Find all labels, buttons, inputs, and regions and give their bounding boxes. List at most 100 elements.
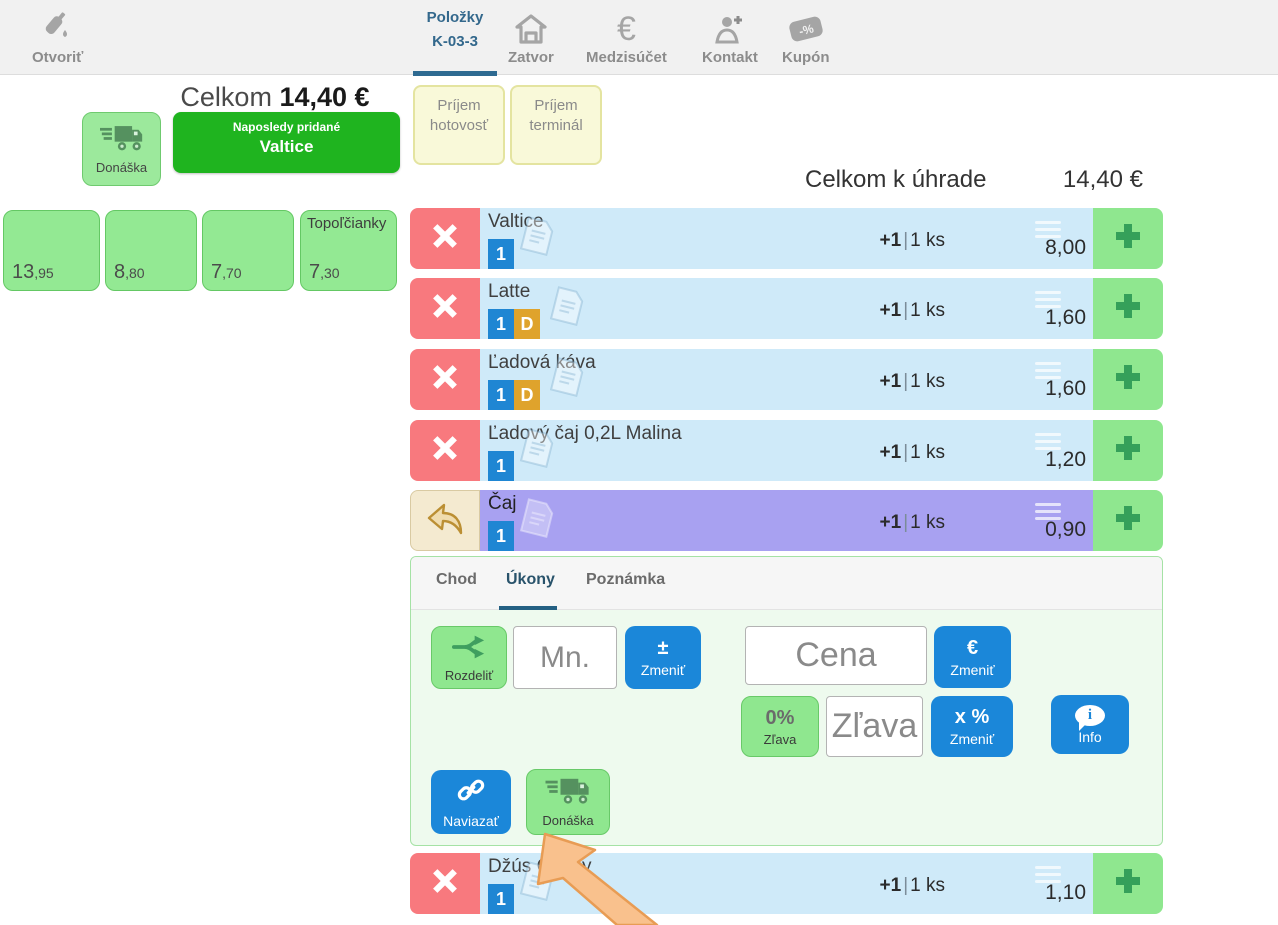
order-total: Celkom 14,40 € xyxy=(150,82,400,113)
tile-name xyxy=(203,211,293,215)
link-button[interactable]: Naviazať xyxy=(431,770,511,834)
receive-cash-button[interactable]: Príjem hotovosť xyxy=(413,85,505,165)
tab-actions[interactable]: Úkony xyxy=(506,571,555,588)
note-paper-icon xyxy=(547,285,586,332)
drag-handle-icon[interactable] xyxy=(1035,362,1061,379)
drag-handle-icon[interactable] xyxy=(1035,433,1061,450)
home-icon xyxy=(514,12,548,46)
plus-icon xyxy=(1116,436,1140,465)
delete-item-button[interactable] xyxy=(410,208,480,269)
bottle-icon xyxy=(41,12,75,46)
drag-handle-icon[interactable] xyxy=(1035,221,1061,238)
item-name: Latte xyxy=(488,281,531,302)
panel-active-tab-underline xyxy=(499,606,557,610)
coupon-label: Kupón xyxy=(782,49,830,66)
delivery-button-sidebar[interactable]: Donáška xyxy=(82,112,161,186)
tab-items-line2: K-03-3 xyxy=(432,33,478,50)
bill-row: Ľadová káva 1 D +1 | 1 ks 1,60 xyxy=(410,349,1163,410)
bill-row-body[interactable]: Latte 1 D +1 | 1 ks 1,60 xyxy=(480,278,1093,339)
bill-row-body[interactable]: Džús Cappy 1 +1 | 1 ks 1,10 xyxy=(480,853,1093,914)
tab-note[interactable]: Poznámka xyxy=(586,571,666,588)
bill-row: Latte 1 D +1 | 1 ks 1,60 xyxy=(410,278,1163,339)
split-arrows-icon xyxy=(452,633,486,666)
tab-course[interactable]: Chod xyxy=(436,571,477,588)
item-name: Valtice xyxy=(488,211,544,232)
item-price: 1,10 xyxy=(1045,881,1086,904)
item-name: Ľadová káva xyxy=(488,352,596,373)
contact-label: Kontakt xyxy=(702,49,758,66)
coupon-button[interactable]: -% Kupón xyxy=(782,8,829,66)
add-one-button[interactable] xyxy=(1093,208,1163,269)
total-due-label: Celkom k úhrade xyxy=(805,166,987,193)
course-badge: 1 xyxy=(488,884,514,914)
add-one-button[interactable] xyxy=(1093,278,1163,339)
subtotal-button[interactable]: € Medzisúčet xyxy=(586,8,667,66)
bill-row-body[interactable]: Ľadová káva 1 D +1 | 1 ks 1,60 xyxy=(480,349,1093,410)
truck-icon xyxy=(99,123,144,158)
add-one-button[interactable] xyxy=(1093,490,1163,551)
quick-tile[interactable]: 13,95 xyxy=(3,210,100,291)
delivery-badge: D xyxy=(514,380,540,410)
delivery-panel-label: Donáška xyxy=(542,813,594,828)
tile-price: 7,30 xyxy=(309,261,340,283)
contact-button[interactable]: Kontakt xyxy=(702,8,758,66)
bill-row-body[interactable]: Čaj 1 +1 | 1 ks 0,90 xyxy=(480,490,1093,551)
delivery-badge: D xyxy=(514,309,540,339)
info-label: Info xyxy=(1078,728,1102,745)
info-button[interactable]: i Info xyxy=(1051,695,1129,754)
quick-tile[interactable]: 7,70 xyxy=(202,210,294,291)
delete-item-button[interactable] xyxy=(410,278,480,339)
discount-input[interactable] xyxy=(826,696,923,757)
delete-item-button[interactable] xyxy=(410,853,480,914)
delete-item-button[interactable] xyxy=(410,349,480,410)
discount-zero-button[interactable]: 0% Zľava xyxy=(741,696,819,757)
last-added-caption: Naposledy pridané xyxy=(232,120,341,134)
change-price-button[interactable]: € Zmeniť xyxy=(934,626,1011,688)
cross-icon xyxy=(432,868,458,899)
cross-icon xyxy=(432,435,458,466)
add-one-button[interactable] xyxy=(1093,349,1163,410)
order-total-value: 14,40 € xyxy=(279,82,370,112)
plus-minus-glyph: ± xyxy=(657,637,669,659)
plus-icon xyxy=(1116,869,1140,898)
item-detail-panel: Chod Úkony Poznámka Rozdeliť ± Zmeniť € xyxy=(410,556,1163,846)
add-one-button[interactable] xyxy=(1093,420,1163,481)
plus-icon xyxy=(1116,224,1140,253)
bill-row-selected: Čaj 1 +1 | 1 ks 0,90 xyxy=(410,490,1163,551)
cross-icon xyxy=(432,364,458,395)
add-one-button[interactable] xyxy=(1093,853,1163,914)
bill-row-body[interactable]: Ľadový čaj 0,2L Malina 1 +1 | 1 ks 1,20 xyxy=(480,420,1093,481)
item-price: 1,20 xyxy=(1045,448,1086,471)
open-button[interactable]: Otvoriť xyxy=(32,8,83,66)
order-total-label: Celkom xyxy=(180,82,272,112)
close-table-button[interactable]: Zatvor xyxy=(508,8,554,66)
item-qty: +1 | 1 ks xyxy=(879,299,945,321)
item-qty: +1 | 1 ks xyxy=(879,370,945,392)
delivery-button-panel[interactable]: Donáška xyxy=(526,769,610,835)
tile-price: 8,80 xyxy=(114,261,145,283)
last-added-name: Valtice xyxy=(259,137,314,156)
last-added-button[interactable]: Naposledy pridané Valtice xyxy=(173,112,400,173)
quantity-input[interactable] xyxy=(513,626,617,689)
item-price: 0,90 xyxy=(1045,518,1086,541)
undo-arrow-icon xyxy=(424,498,466,543)
tab-items-active[interactable]: Položky K-03-3 xyxy=(413,6,497,76)
drag-handle-icon[interactable] xyxy=(1035,866,1061,883)
change-quantity-button[interactable]: ± Zmeniť xyxy=(625,626,701,689)
drag-handle-icon[interactable] xyxy=(1035,503,1061,520)
total-due-value: 14,40 € xyxy=(1062,166,1143,193)
quick-tile[interactable]: 8,80 xyxy=(105,210,197,291)
course-badge: 1 xyxy=(488,239,514,269)
note-paper-icon xyxy=(517,215,556,262)
bill-row-body[interactable]: Valtice 1 +1 | 1 ks 8,00 xyxy=(480,208,1093,269)
change-discount-button[interactable]: x % Zmeniť xyxy=(931,696,1013,757)
quick-tile[interactable]: Topoľčianky 7,30 xyxy=(300,210,397,291)
drag-handle-icon[interactable] xyxy=(1035,291,1061,308)
split-button[interactable]: Rozdeliť xyxy=(431,626,507,689)
receive-terminal-button[interactable]: Príjem terminál xyxy=(510,85,602,165)
undo-button[interactable] xyxy=(410,490,480,551)
cross-icon xyxy=(432,223,458,254)
delete-item-button[interactable] xyxy=(410,420,480,481)
price-input[interactable] xyxy=(745,626,927,685)
